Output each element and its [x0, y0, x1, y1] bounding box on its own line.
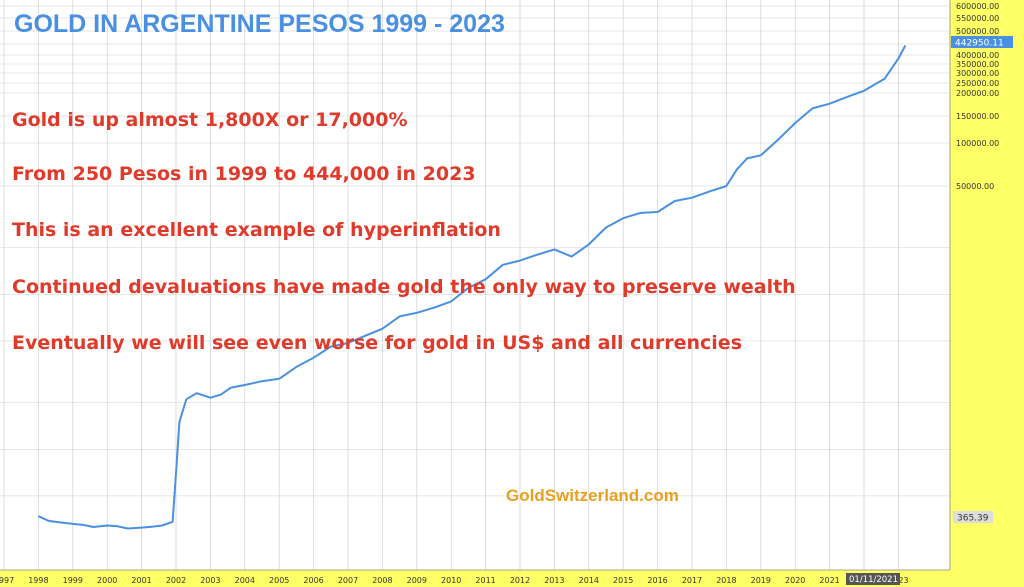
x-tick-label: 2018 — [716, 576, 736, 585]
min-value-label: 365.39 — [957, 514, 989, 524]
y-tick-label: 550000.00 — [956, 14, 999, 23]
y-axis-ticks: 600000.00550000.00500000.00450000.004000… — [956, 2, 999, 191]
x-tick-label: 2005 — [269, 576, 289, 585]
x-tick-label: 2007 — [338, 576, 358, 585]
x-tick-label: 2020 — [785, 576, 805, 585]
x-tick-label: 2010 — [441, 576, 461, 585]
y-axis-panel — [950, 0, 1024, 587]
x-tick-label: 2002 — [166, 576, 186, 585]
x-tick-label: 2004 — [235, 576, 255, 585]
y-tick-label: 300000.00 — [956, 69, 999, 78]
x-tick-label: 2011 — [475, 576, 495, 585]
x-tick-label: 1998 — [28, 576, 48, 585]
watermark: GoldSwitzerland.com — [506, 486, 679, 505]
x-tick-label: 2013 — [544, 576, 564, 585]
y-tick-label: 200000.00 — [956, 89, 999, 98]
last-value-badge — [951, 36, 1013, 48]
x-tick-label: 2009 — [407, 576, 427, 585]
x-tick-label: 2019 — [751, 576, 771, 585]
annotation-3: This is an excellent example of hyperinf… — [12, 219, 501, 241]
x-tick-label: 2006 — [303, 576, 323, 585]
annotation-4: Continued devaluations have made gold th… — [12, 276, 796, 298]
min-value-badge — [953, 511, 993, 523]
x-axis-panel — [0, 570, 950, 587]
x-tick-label: 2021 — [819, 576, 839, 585]
x-tick-label: 2014 — [579, 576, 599, 585]
last-value-label: 442950.11 — [955, 39, 1004, 49]
date-marker-label: 01/11/2021 — [849, 575, 898, 585]
y-tick-label: 400000.00 — [956, 51, 999, 60]
y-tick-label: 100000.00 — [956, 139, 999, 148]
chart-title: GOLD IN ARGENTINE PESOS 1999 - 2023 — [14, 10, 505, 38]
x-tick-label: 2000 — [97, 576, 117, 585]
x-tick-label: 2001 — [131, 576, 151, 585]
y-tick-label: 500000.00 — [956, 27, 999, 36]
x-tick-label: 2015 — [613, 576, 633, 585]
x-tick-label: 2012 — [510, 576, 530, 585]
y-tick-label: 50000.00 — [956, 182, 994, 191]
x-tick-label: 2016 — [647, 576, 667, 585]
y-tick-label: 250000.00 — [956, 79, 999, 88]
x-tick-label: 2003 — [200, 576, 220, 585]
date-marker-badge — [846, 573, 900, 585]
x-tick-label: 1997 — [0, 576, 14, 585]
x-tick-label: 2008 — [372, 576, 392, 585]
annotation-1: Gold is up almost 1,800X or 17,000% — [12, 109, 408, 131]
x-tick-label: 2017 — [682, 576, 702, 585]
gridlines — [0, 0, 950, 570]
y-tick-label: 600000.00 — [956, 2, 999, 11]
series-line — [37, 45, 907, 530]
y-tick-label: 150000.00 — [956, 112, 999, 121]
x-axis-ticks: 1997 1998 1999 2000 2001 2002 2003 2004 2005 2006… — [0, 576, 909, 585]
series-group — [37, 45, 907, 530]
annotation-2: From 250 Pesos in 1999 to 444,000 in 202… — [12, 163, 476, 185]
annotation-5: Eventually we will see even worse for go… — [12, 332, 742, 354]
y-tick-label: 350000.00 — [956, 60, 999, 69]
x-tick-label: 1999 — [63, 576, 83, 585]
